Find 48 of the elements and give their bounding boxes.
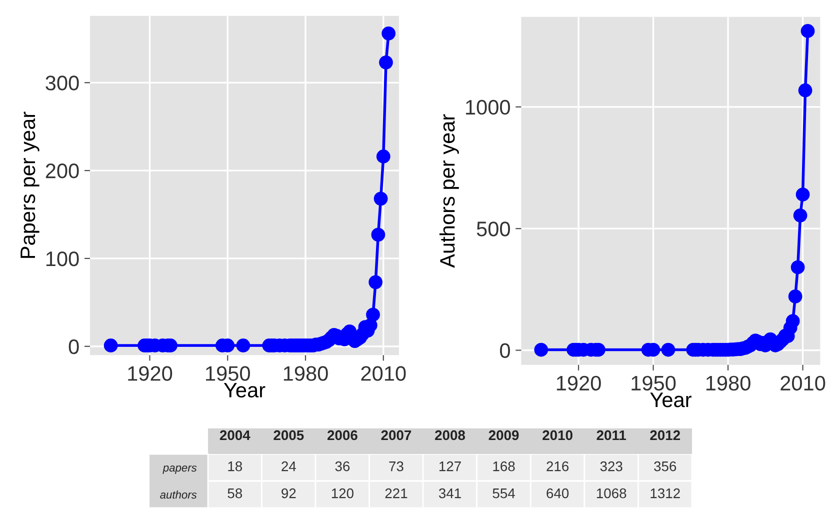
x-axis-title: Year xyxy=(650,392,692,408)
data-label: 18 xyxy=(228,461,242,472)
data-label: 640 xyxy=(546,488,569,498)
data-label: 127 xyxy=(439,461,461,472)
y-axis-title: Papers per year xyxy=(20,112,40,258)
data-label: 554 xyxy=(492,488,515,498)
data-label: 120 xyxy=(332,488,354,498)
x-tick-label: 1950 xyxy=(206,366,250,381)
x-axis-title: Year xyxy=(224,382,266,398)
x-tick-label: 2008 xyxy=(435,430,466,440)
data-label: 323 xyxy=(600,461,622,472)
data-label: 73 xyxy=(389,461,404,472)
x-tick-label: 1920 xyxy=(128,366,172,381)
data-label: 36 xyxy=(335,461,350,472)
y-tick-label: 0 xyxy=(68,339,79,354)
y-tick-label: 1000 xyxy=(466,100,510,115)
x-tick-label: 2005 xyxy=(274,430,304,440)
data-label: 356 xyxy=(654,461,676,472)
x-tick-label: 2006 xyxy=(327,430,358,440)
y-tick-label: authors xyxy=(160,490,197,499)
x-tick-label: 1980 xyxy=(284,366,328,381)
data-label: 1312 xyxy=(650,488,680,498)
y-tick-label: 300 xyxy=(46,76,79,90)
y-axis-title: Authors per year xyxy=(439,114,459,268)
x-tick-label: 2009 xyxy=(488,430,519,440)
x-tick-label: 2011 xyxy=(596,430,626,440)
x-tick-label: 2012 xyxy=(650,430,680,440)
y-tick-label: 200 xyxy=(46,164,79,178)
data-label: 58 xyxy=(228,488,242,498)
x-tick-label: 2010 xyxy=(361,366,406,381)
y-tick-label: 500 xyxy=(476,222,510,236)
x-tick-label: 2010 xyxy=(542,430,572,440)
y-tick-label: papers xyxy=(162,466,197,474)
y-tick-label: 100 xyxy=(46,251,79,266)
x-tick-label: 1950 xyxy=(632,376,676,391)
data-label: 92 xyxy=(282,488,296,498)
data-label: 168 xyxy=(493,461,515,472)
data-label: 341 xyxy=(438,488,461,498)
data-label: 216 xyxy=(546,461,569,472)
x-tick-label: 2004 xyxy=(220,430,250,440)
x-tick-label: 1980 xyxy=(706,376,750,391)
data-label: 1068 xyxy=(596,488,626,498)
y-tick-label: 0 xyxy=(500,343,510,358)
data-label: 221 xyxy=(385,488,408,498)
data-label: 24 xyxy=(282,461,296,472)
x-tick-label: 2007 xyxy=(381,430,412,440)
x-tick-label: 2010 xyxy=(780,376,826,391)
x-tick-label: 1920 xyxy=(556,376,601,391)
